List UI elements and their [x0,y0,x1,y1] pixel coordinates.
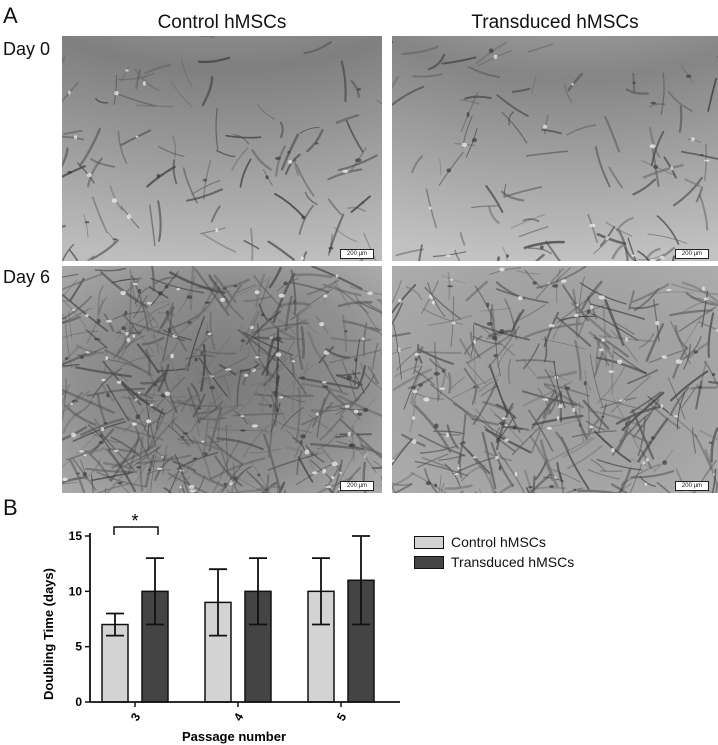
column-header-control: Control hMSCs [157,12,287,33]
y-tick-label-15: 15 [69,529,83,543]
error-bar-control-passage-3 [106,612,124,637]
micrograph-transduced-day0 [392,36,718,261]
x-tick-label-3: 3 [128,710,144,723]
legend-swatch-control [414,535,444,549]
scale-bar-control-day0: 200 µm [340,249,374,259]
y-tick-label-0: 0 [75,695,82,709]
scale-bar-transduced-day6: 200 µm [675,481,709,491]
legend-label-transduced: Transduced hMSCs [451,554,575,570]
legend-swatch-transduced [414,555,444,569]
doubling-time-bar-chart: 0 5 10 15 3 4 5 * Doubling Time (days) Passage… [41,511,400,744]
micrograph-control-day0 [62,36,382,261]
legend-label-control: Control hMSCs [451,534,546,550]
y-tick-label-10: 10 [69,584,83,598]
significance-marker: * [131,511,138,531]
error-bar-control-passage-4 [209,568,227,637]
x-tick-label-5: 5 [334,710,350,723]
error-bar-transduced-passage-3 [146,557,164,626]
error-bar-control-passage-5 [312,557,330,626]
micrograph-transduced-day6 [392,266,718,493]
legend-item-transduced: Transduced hMSCs [414,554,574,570]
x-axis-label: Passage number [182,729,286,744]
x-tick-label-4: 4 [231,710,247,723]
legend-item-control: Control hMSCs [414,534,546,550]
scale-bar-control-day6: 200 µm [340,481,374,491]
significance-bracket [113,526,159,535]
micrograph-control-day6 [62,266,382,493]
row-header-day0: Day 0 [3,39,51,59]
y-axis-label: Doubling Time (days) [41,568,56,700]
column-header-transduced: Transduced hMSCs [471,12,639,33]
panel-a-letter: A [3,3,18,28]
error-bar-transduced-passage-5 [352,535,370,626]
y-tick-label-5: 5 [75,640,82,654]
error-bar-transduced-passage-4 [249,557,267,626]
row-header-day6: Day 6 [3,267,51,287]
scale-bar-transduced-day0: 200 µm [675,249,709,259]
panel-b-letter: B [3,495,18,520]
